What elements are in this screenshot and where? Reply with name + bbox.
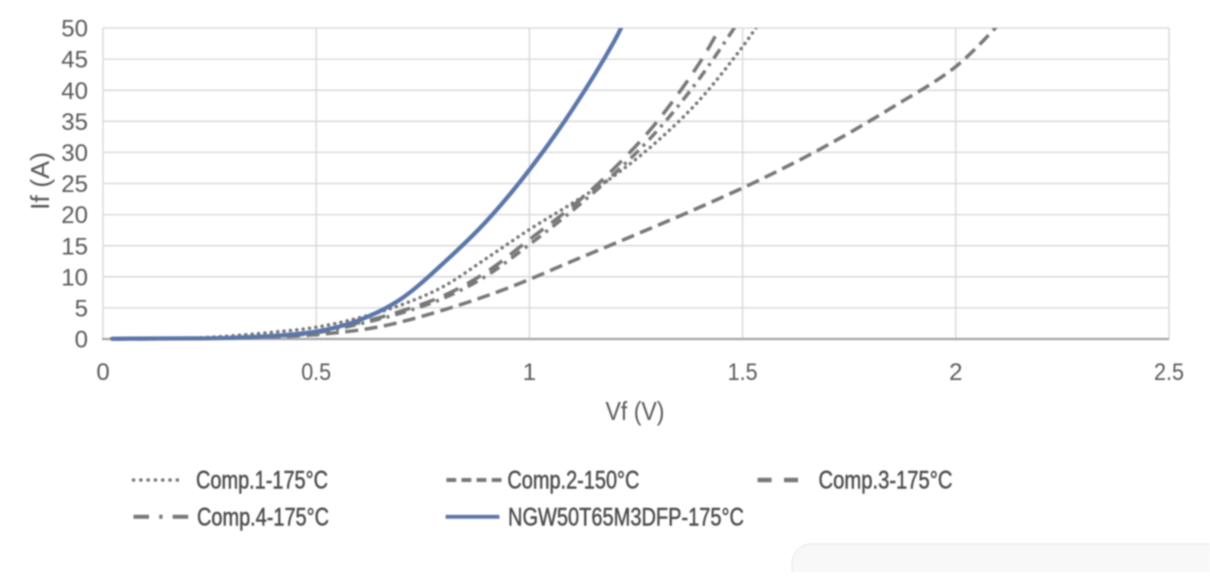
svg-text:Comp.1-175°C: Comp.1-175°C	[196, 467, 328, 495]
svg-text:5: 5	[75, 296, 88, 323]
svg-text:1.5: 1.5	[728, 359, 758, 386]
svg-text:NGW50T65M3DFP-175°C: NGW50T65M3DFP-175°C	[508, 504, 744, 532]
svg-text:40: 40	[61, 78, 88, 105]
svg-text:If (A): If (A)	[25, 152, 55, 210]
svg-text:15: 15	[61, 233, 88, 260]
svg-text:Comp.4-175°C: Comp.4-175°C	[197, 504, 329, 532]
svg-text:50: 50	[61, 16, 88, 43]
svg-text:2.5: 2.5	[1154, 359, 1184, 386]
svg-text:30: 30	[61, 140, 88, 167]
svg-text:Comp.3-175°C: Comp.3-175°C	[819, 467, 953, 495]
svg-text:2: 2	[949, 359, 962, 386]
svg-text:Comp.2-150°C: Comp.2-150°C	[507, 467, 639, 495]
svg-text:Vf (V): Vf (V)	[606, 396, 665, 426]
svg-text:25: 25	[61, 171, 88, 198]
svg-text:1: 1	[523, 359, 536, 386]
svg-text:0.5: 0.5	[301, 359, 331, 386]
svg-text:35: 35	[61, 109, 88, 136]
svg-text:0: 0	[96, 359, 109, 386]
svg-text:20: 20	[61, 202, 88, 229]
svg-text:0: 0	[75, 327, 88, 354]
svg-text:45: 45	[61, 47, 88, 74]
svg-text:10: 10	[61, 264, 88, 291]
